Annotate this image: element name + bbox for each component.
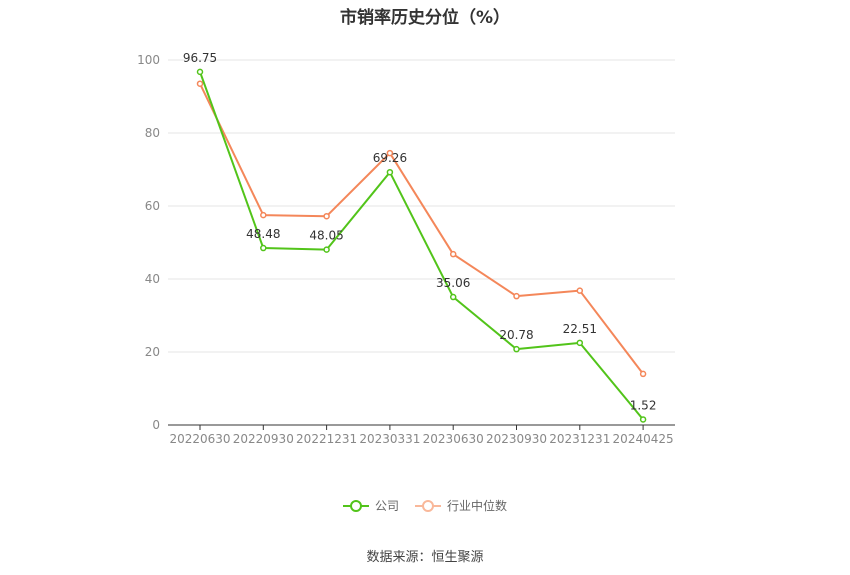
y-tick-label: 100 — [137, 53, 160, 67]
data-point-series-1 — [323, 212, 330, 220]
series-line-0 — [199, 71, 644, 421]
y-tick-label: 80 — [145, 126, 160, 140]
data-point-series-1 — [449, 250, 457, 258]
data-label: 20.78 — [499, 328, 533, 342]
x-tick-label: 20240425 — [613, 432, 674, 446]
data-point-series-0 — [323, 246, 330, 253]
series-lines — [196, 68, 647, 423]
source-note: 数据来源：恒生聚源 — [366, 550, 484, 565]
data-label: 69.26 — [373, 151, 407, 165]
data-point-series-1 — [639, 370, 647, 378]
data-point-series-0 — [386, 168, 394, 176]
legend-item-company[interactable]: 公司 — [342, 497, 399, 514]
legend-swatch-industry-median — [415, 499, 441, 512]
x-tick-label: 20220630 — [169, 432, 230, 446]
y-tick-label: 0 — [152, 418, 160, 432]
data-point-series-0 — [449, 293, 457, 301]
data-label: 22.51 — [563, 322, 597, 336]
data-point-series-1 — [576, 287, 584, 294]
data-labels: 96.75 48.48 48.05 69.26 35.06 20.78 22.51 1.52 — [183, 51, 657, 413]
y-tick-label: 20 — [145, 345, 160, 359]
chart-title: 市销率历史分位（%） — [339, 8, 511, 28]
data-point-series-0 — [196, 68, 204, 76]
x-tick-label: 20230630 — [423, 432, 484, 446]
legend: 公司 行业中位数 — [0, 497, 850, 514]
y-tick-label: 40 — [145, 272, 160, 286]
data-point-series-1 — [260, 211, 267, 219]
data-label: 35.06 — [436, 276, 470, 290]
legend-item-industry-median[interactable]: 行业中位数 — [415, 497, 507, 514]
data-label: 48.05 — [309, 229, 343, 243]
legend-swatch-company — [342, 499, 369, 512]
x-tick-label: 20230331 — [359, 432, 420, 446]
x-tick-label: 20230930 — [486, 432, 547, 446]
data-label: 48.48 — [246, 227, 280, 241]
x-tick-label: 20221231 — [296, 432, 357, 446]
data-label: 1.52 — [630, 398, 657, 412]
series-line-1 — [199, 83, 644, 375]
y-tick-label: 60 — [145, 199, 160, 213]
data-point-series-0 — [576, 339, 584, 347]
x-tick-label: 20220930 — [233, 432, 294, 446]
data-point-series-1 — [196, 80, 204, 87]
data-point-series-0 — [639, 416, 647, 423]
grid-lines — [168, 59, 675, 353]
legend-label-company: 公司 — [374, 499, 399, 513]
data-point-series-1 — [513, 292, 520, 300]
x-tick-label: 20231231 — [549, 432, 610, 446]
data-point-series-0 — [513, 345, 520, 353]
data-label: 96.75 — [183, 51, 217, 65]
data-point-series-1 — [386, 149, 394, 157]
data-point-series-0 — [260, 244, 267, 252]
legend-label-industry-median: 行业中位数 — [447, 499, 508, 513]
